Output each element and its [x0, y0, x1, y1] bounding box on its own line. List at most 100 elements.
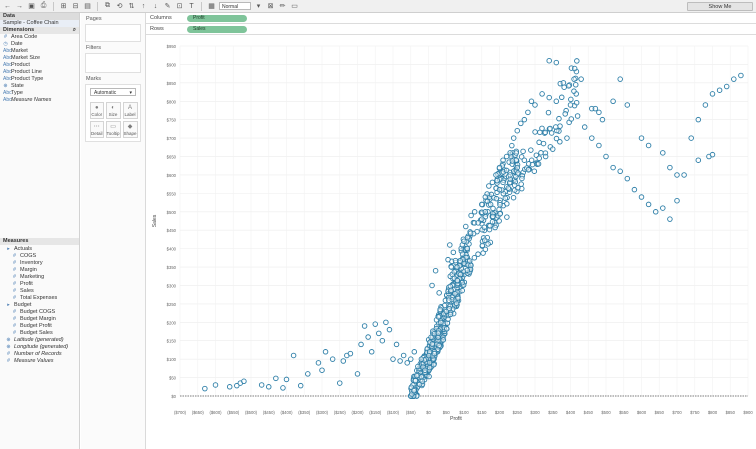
data-point[interactable] — [347, 350, 354, 357]
data-point[interactable] — [479, 242, 486, 249]
new-datasource-icon[interactable]: ⊞ — [60, 3, 67, 10]
highlight-icon[interactable]: ✎ — [164, 3, 171, 10]
data-point[interactable] — [589, 135, 595, 141]
mark-color-button[interactable]: ● Color — [90, 102, 104, 119]
data-point[interactable] — [408, 384, 415, 390]
data-point[interactable] — [340, 358, 347, 364]
data-point[interactable] — [297, 382, 304, 389]
data-point[interactable] — [445, 256, 451, 263]
data-point[interactable] — [525, 109, 531, 116]
data-point[interactable] — [695, 157, 702, 163]
swap-icon[interactable]: ⇅ — [128, 3, 135, 10]
data-point[interactable] — [539, 125, 545, 132]
data-point[interactable] — [463, 223, 469, 230]
data-point[interactable] — [479, 216, 485, 222]
measure-item[interactable]: # Total Expenses — [0, 295, 79, 302]
mark-size-button[interactable]: ◐ Size — [105, 102, 121, 119]
data-point[interactable] — [496, 164, 503, 171]
data-point[interactable] — [518, 120, 524, 127]
data-point[interactable] — [550, 146, 556, 152]
data-point[interactable] — [280, 385, 286, 391]
data-point[interactable] — [457, 258, 464, 264]
data-point[interactable] — [548, 130, 555, 136]
dimension-item[interactable]: Abc Market Size — [0, 55, 79, 62]
data-point[interactable] — [596, 142, 602, 149]
data-point[interactable] — [571, 65, 578, 72]
data-point[interactable] — [429, 282, 435, 289]
data-point[interactable] — [731, 76, 737, 82]
measure-item[interactable]: # Inventory — [0, 260, 79, 267]
data-point[interactable] — [723, 83, 730, 90]
data-point[interactable] — [315, 360, 322, 366]
data-point[interactable] — [322, 349, 329, 355]
data-point[interactable] — [572, 81, 579, 88]
data-point[interactable] — [504, 201, 510, 207]
data-point[interactable] — [568, 116, 575, 122]
measure-item[interactable]: # Budget Margin — [0, 316, 79, 323]
data-point[interactable] — [431, 350, 438, 357]
filters-drop-area[interactable] — [85, 53, 141, 73]
measure-item[interactable]: # Budget Sales — [0, 330, 79, 337]
data-point[interactable] — [513, 150, 519, 156]
data-point[interactable] — [496, 186, 503, 193]
data-point[interactable] — [660, 205, 666, 211]
data-point[interactable] — [365, 334, 371, 340]
data-point[interactable] — [202, 385, 208, 392]
search-icon[interactable]: ⌕ — [72, 27, 76, 33]
data-point[interactable] — [487, 201, 494, 208]
data-point[interactable] — [504, 214, 510, 220]
data-point[interactable] — [546, 94, 552, 101]
data-point[interactable] — [475, 251, 481, 257]
measure-item[interactable]: # Budget Profit — [0, 323, 79, 330]
data-point[interactable] — [540, 140, 547, 147]
data-point[interactable] — [592, 105, 599, 112]
dimension-item[interactable]: Abc Product Type — [0, 76, 79, 83]
data-point[interactable] — [226, 384, 233, 390]
data-point[interactable] — [485, 241, 491, 247]
fix-axes-icon[interactable]: ⊠ — [267, 3, 274, 10]
data-point[interactable] — [617, 76, 623, 82]
data-point[interactable] — [546, 57, 552, 64]
data-point[interactable] — [464, 267, 471, 273]
data-point[interactable] — [486, 183, 492, 189]
data-point[interactable] — [547, 125, 553, 132]
data-point[interactable] — [418, 374, 425, 380]
data-point[interactable] — [258, 382, 265, 388]
data-point[interactable] — [503, 167, 510, 174]
data-point[interactable] — [354, 371, 361, 377]
data-point[interactable] — [283, 376, 290, 383]
data-point[interactable] — [496, 218, 502, 224]
data-point[interactable] — [411, 387, 417, 394]
view-size-select[interactable]: Normal — [219, 2, 251, 10]
data-point[interactable] — [435, 314, 442, 320]
data-point[interactable] — [454, 264, 460, 270]
data-point[interactable] — [511, 182, 518, 188]
data-point[interactable] — [482, 194, 489, 200]
data-point[interactable] — [471, 255, 478, 261]
mark-tooltip-button[interactable]: ▭ Tooltip — [105, 121, 121, 138]
data-point[interactable] — [336, 380, 343, 386]
data-point[interactable] — [667, 164, 673, 171]
dimension-item[interactable]: ⊕ State — [0, 83, 79, 90]
data-point[interactable] — [492, 224, 498, 231]
data-point[interactable] — [688, 135, 694, 141]
data-point[interactable] — [558, 94, 565, 101]
mark-detail-button[interactable]: ⋯ Detail — [90, 121, 104, 138]
data-point[interactable] — [624, 175, 631, 182]
data-point[interactable] — [509, 158, 516, 164]
data-point[interactable] — [599, 116, 606, 123]
data-point[interactable] — [454, 277, 461, 284]
data-point[interactable] — [471, 209, 478, 215]
data-point[interactable] — [290, 352, 297, 359]
labels-icon[interactable]: T — [189, 2, 194, 10]
data-point[interactable] — [358, 341, 364, 348]
data-point[interactable] — [464, 245, 471, 252]
data-point[interactable] — [468, 212, 474, 219]
dimension-item[interactable]: ◷ Date — [0, 41, 79, 48]
pause-updates-icon[interactable]: ⊟ — [72, 3, 79, 10]
data-point[interactable] — [738, 72, 744, 79]
data-point[interactable] — [538, 150, 544, 156]
data-point[interactable] — [674, 172, 680, 178]
data-point[interactable] — [515, 170, 521, 176]
data-point[interactable] — [319, 367, 325, 373]
